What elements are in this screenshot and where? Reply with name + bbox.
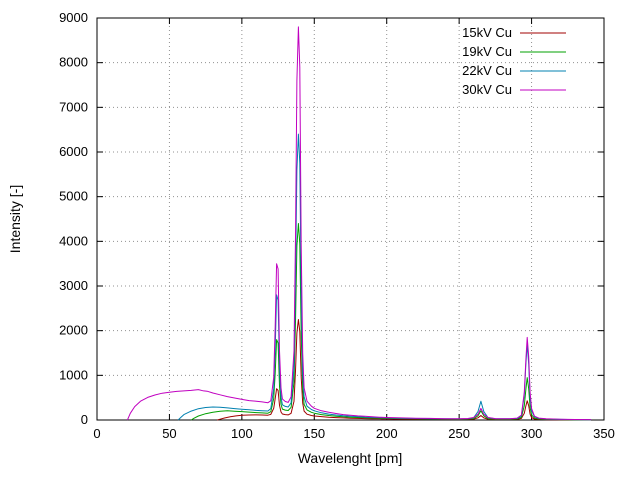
- legend-item-22kv: 22kV Cu: [462, 63, 566, 78]
- y-tick-label: 5000: [59, 189, 88, 204]
- x-tick-label: 300: [521, 426, 543, 441]
- legend-item-30kv: 30kV Cu: [462, 82, 566, 97]
- x-axis-label: Wavelenght [pm]: [298, 450, 403, 466]
- series-curve-1: [190, 223, 592, 421]
- y-tick-label: 2000: [59, 323, 88, 338]
- data-curves: [126, 26, 592, 421]
- y-tick-label: 1000: [59, 367, 88, 382]
- y-tick-label: 6000: [59, 144, 88, 159]
- x-tick-label: 100: [231, 426, 253, 441]
- series-curve-0: [217, 319, 592, 421]
- tick-labels: 0 50 100 150 200 250 300 350 0 1000 2000 3000 4000 50…: [59, 10, 615, 441]
- x-tick-label: 350: [593, 426, 615, 441]
- series-curve-3: [126, 26, 592, 421]
- y-tick-label: 3000: [59, 278, 88, 293]
- legend-label: 22kV Cu: [462, 63, 512, 78]
- legend-item-19kv: 19kV Cu: [462, 44, 566, 59]
- legend-label: 19kV Cu: [462, 44, 512, 59]
- x-tick-label: 50: [162, 426, 176, 441]
- y-axis-label: Intensity [-]: [7, 185, 23, 253]
- legend-label: 30kV Cu: [462, 82, 512, 97]
- x-tick-label: 200: [376, 426, 398, 441]
- plot-border: [96, 17, 605, 421]
- y-tick-label: 8000: [59, 55, 88, 70]
- legend-label: 15kV Cu: [462, 25, 512, 40]
- y-tick-label: 4000: [59, 233, 88, 248]
- legend-item-15kv: 15kV Cu: [462, 25, 566, 40]
- y-tick-label: 7000: [59, 99, 88, 114]
- x-tick-label: 250: [448, 426, 470, 441]
- x-tick-label: 0: [93, 426, 100, 441]
- legend: 15kV Cu 19kV Cu 22kV Cu 30kV Cu: [462, 25, 566, 97]
- y-tick-label: 9000: [59, 10, 88, 25]
- y-tick-label: 0: [81, 412, 88, 427]
- x-tick-label: 150: [303, 426, 325, 441]
